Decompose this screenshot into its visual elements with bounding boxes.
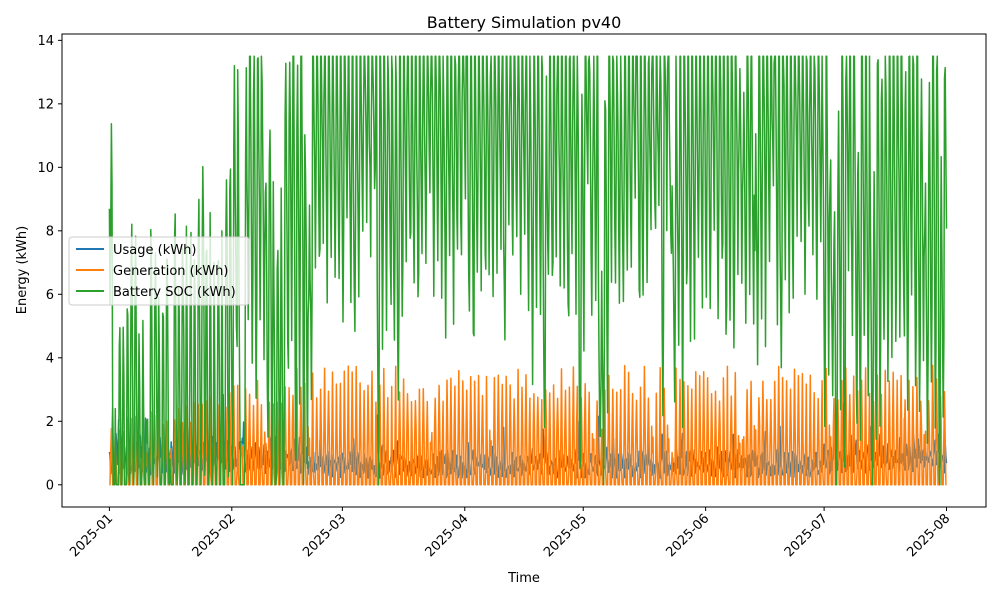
y-tick-label: 2 bbox=[46, 415, 54, 430]
legend-label-battery-soc: Battery SOC (kWh) bbox=[113, 285, 236, 300]
legend-box bbox=[68, 236, 250, 306]
y-axis: 0 2 4 6 8 10 12 14 bbox=[37, 34, 62, 493]
x-tick-label: 2025-05 bbox=[541, 511, 590, 560]
x-tick-label: 2025-08 bbox=[904, 511, 953, 560]
y-tick-label: 12 bbox=[37, 97, 54, 112]
series-layer bbox=[108, 55, 948, 486]
plot-frame bbox=[61, 33, 987, 508]
y-tick-label: 10 bbox=[37, 161, 54, 176]
legend: Usage (kWh) Generation (kWh) Battery SOC… bbox=[68, 236, 250, 306]
y-tick-label: 8 bbox=[46, 224, 54, 239]
y-tick-label: 14 bbox=[37, 34, 54, 49]
y-tick-label: 0 bbox=[46, 478, 54, 493]
x-axis: 2025-01 2025-02 2025-03 2025-04 2025-05 2025-… bbox=[67, 507, 953, 560]
legend-label-generation: Generation (kWh) bbox=[113, 264, 228, 279]
y-axis-label: Energy (kWh) bbox=[15, 226, 30, 314]
y-tick-label: 4 bbox=[46, 351, 54, 366]
x-tick-label: 2025-06 bbox=[663, 511, 712, 560]
legend-label-usage: Usage (kWh) bbox=[113, 243, 196, 258]
generation-line bbox=[109, 364, 947, 486]
x-tick-label: 2025-01 bbox=[67, 511, 116, 560]
x-tick-label: 2025-04 bbox=[423, 511, 472, 560]
x-tick-label: 2025-03 bbox=[300, 511, 349, 560]
x-tick-label: 2025-02 bbox=[190, 511, 239, 560]
x-axis-label: Time bbox=[507, 571, 540, 586]
battery-soc-line bbox=[108, 55, 948, 486]
x-tick-label: 2025-07 bbox=[782, 511, 831, 560]
chart-title: Battery Simulation pv40 bbox=[427, 13, 622, 32]
y-tick-label: 6 bbox=[46, 288, 54, 303]
